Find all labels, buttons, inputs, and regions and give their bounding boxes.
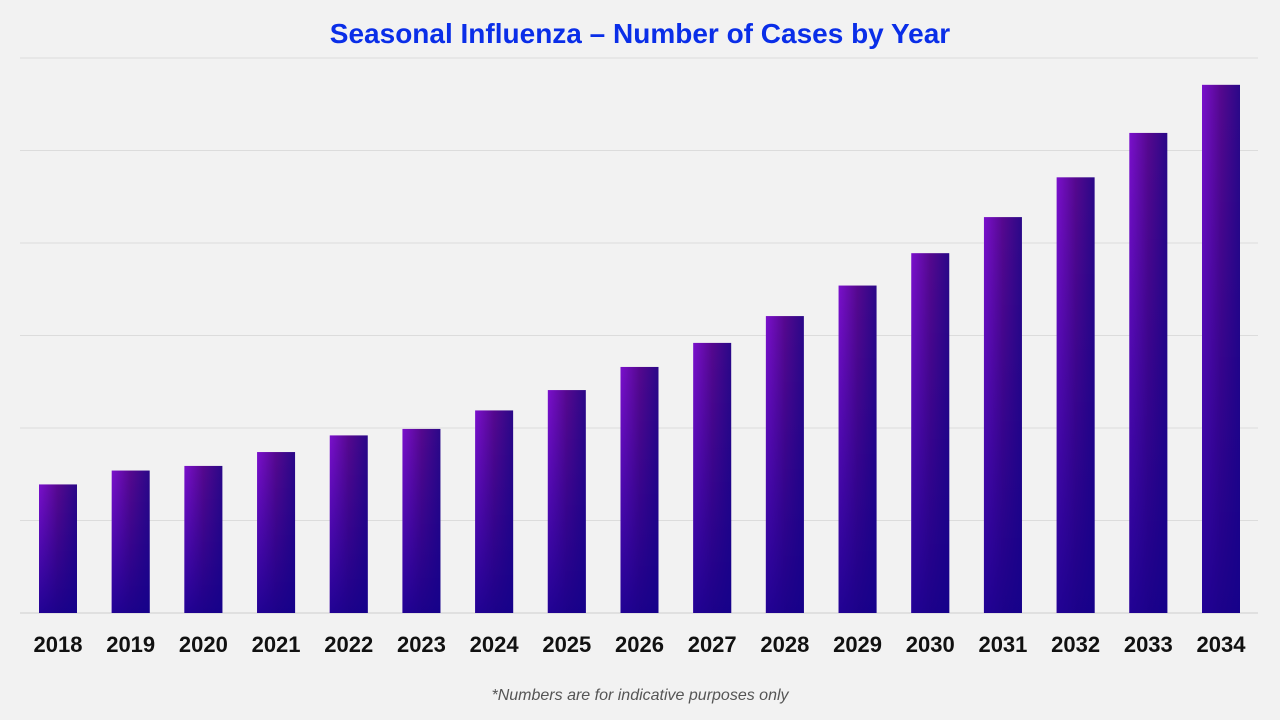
bar-shade [329, 435, 368, 613]
bar-shade [765, 316, 804, 613]
x-tick-label: 2025 [542, 632, 591, 657]
x-tick-label: 2024 [470, 632, 520, 657]
x-tick-label: 2022 [324, 632, 373, 657]
x-tick-label: 2031 [978, 632, 1027, 657]
bar-2028 [765, 316, 804, 613]
bar-2031 [983, 217, 1022, 613]
bar-2021 [257, 452, 296, 613]
bar-shade [620, 366, 659, 613]
x-tick-label: 2019 [106, 632, 155, 657]
bar-2025 [547, 390, 586, 613]
bar-2027 [693, 342, 732, 613]
bar-2032 [1056, 177, 1095, 613]
bar-2033 [1129, 132, 1168, 614]
bar-2020 [184, 465, 223, 613]
x-tick-label: 2034 [1197, 632, 1247, 657]
bar-shade [693, 342, 732, 613]
bar-2026 [620, 366, 659, 613]
x-tick-label: 2023 [397, 632, 446, 657]
bar-shade [1056, 177, 1095, 613]
bar-2019 [111, 470, 150, 613]
bar-2030 [911, 253, 950, 614]
x-tick-label: 2028 [760, 632, 809, 657]
x-tick-label: 2032 [1051, 632, 1100, 657]
x-tick-label: 2029 [833, 632, 882, 657]
bar-2023 [402, 428, 441, 613]
bar-shade [111, 470, 150, 613]
bar-shade [911, 253, 950, 614]
x-tick-label: 2027 [688, 632, 737, 657]
x-tick-label: 2021 [252, 632, 301, 657]
bar-2034 [1202, 84, 1240, 613]
x-tick-label: 2026 [615, 632, 664, 657]
x-tick-label: 2033 [1124, 632, 1173, 657]
bar-shade [39, 484, 77, 613]
bar-shade [402, 428, 441, 613]
x-tick-label: 2030 [906, 632, 955, 657]
bar-2029 [838, 285, 877, 613]
x-tick-label: 2020 [179, 632, 228, 657]
bar-2024 [475, 410, 514, 613]
bar-shade [547, 390, 586, 613]
bar-shade [838, 285, 877, 613]
bar-shade [983, 217, 1022, 613]
bar-shade [1129, 132, 1168, 614]
bar-shade [475, 410, 514, 613]
bar-shade [1202, 84, 1240, 613]
bar-2022 [329, 435, 368, 613]
bar-2018 [39, 484, 77, 613]
bar-shade [257, 452, 296, 613]
chart-title: Seasonal Influenza – Number of Cases by … [329, 18, 951, 49]
x-tick-label: 2018 [34, 632, 83, 657]
bar-shade [184, 465, 223, 613]
footnote: *Numbers are for indicative purposes onl… [491, 687, 789, 704]
